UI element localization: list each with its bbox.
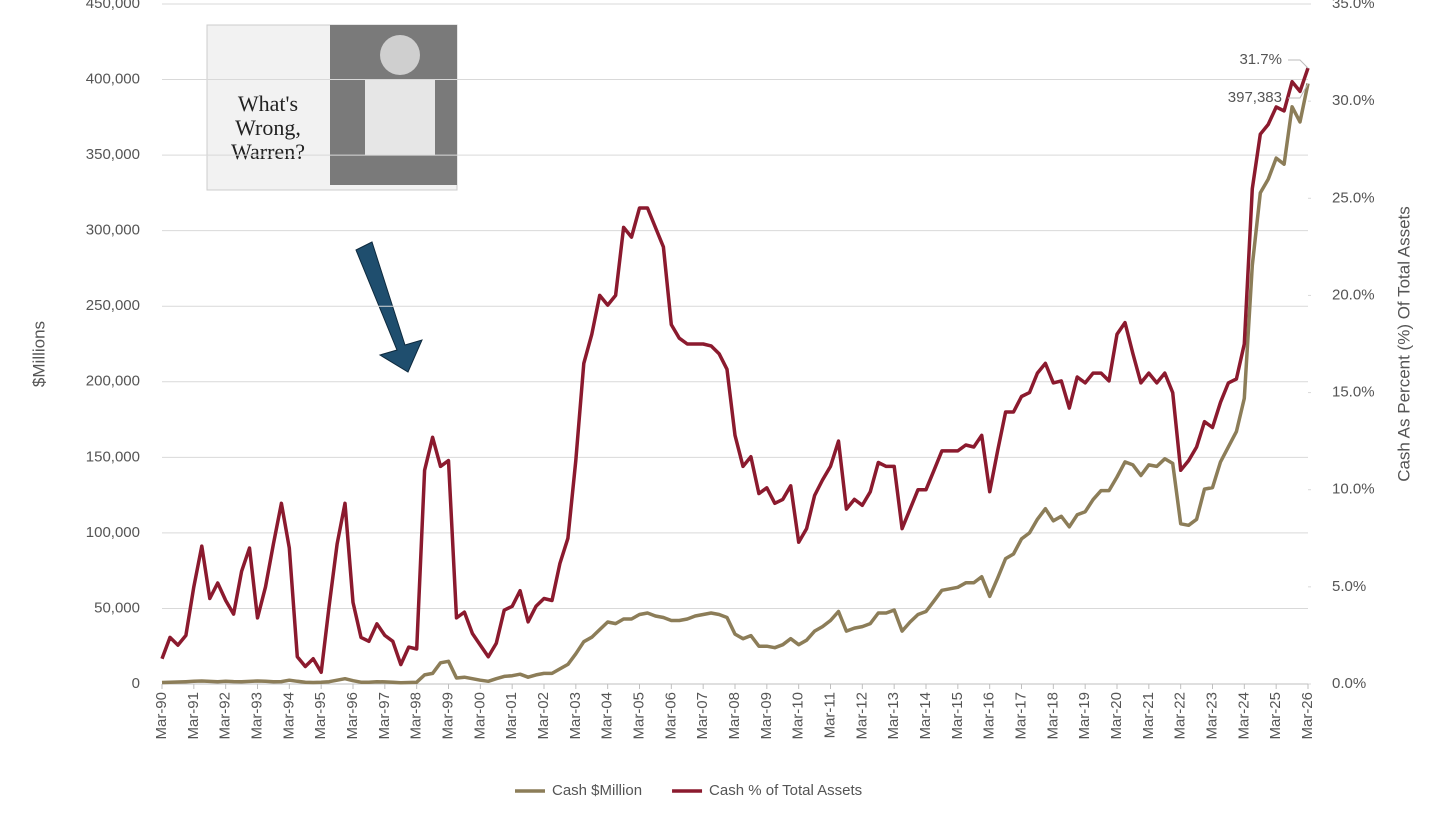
y-tick-label: 400,000 xyxy=(86,71,140,88)
x-tick-label: Mar-13 xyxy=(885,692,902,740)
x-tick-label: Mar-04 xyxy=(599,692,616,740)
y-tick-label: 100,000 xyxy=(86,524,140,541)
inset-face xyxy=(380,35,420,75)
x-tick-label: Mar-05 xyxy=(630,692,647,740)
x-tick-label: Mar-16 xyxy=(981,692,998,740)
y-tick-label: 150,000 xyxy=(86,448,140,465)
x-tick-label: Mar-23 xyxy=(1203,692,1220,740)
annotation-leader xyxy=(1288,83,1309,99)
y-axis-title: $Millions xyxy=(29,321,48,387)
inset-image: What's Wrong, Warren? xyxy=(206,24,458,191)
x-tick-label: Mar-01 xyxy=(503,692,520,740)
y-tick-label: 0 xyxy=(132,675,140,692)
y2-tick-label: 0.0% xyxy=(1332,675,1366,692)
annotation-leader xyxy=(1288,59,1309,69)
x-tick-label: Mar-15 xyxy=(949,692,966,740)
y-tick-label: 450,000 xyxy=(86,0,140,12)
x-tick-label: Mar-20 xyxy=(1108,692,1125,740)
x-tick-label: Mar-96 xyxy=(344,692,361,740)
y2-tick-label: 15.0% xyxy=(1332,384,1375,401)
x-tick-label: Mar-03 xyxy=(567,692,584,740)
inset-headline: What's Wrong, Warren? xyxy=(231,91,305,164)
x-tick-label: Mar-94 xyxy=(280,692,297,740)
y-tick-label: 50,000 xyxy=(94,599,140,616)
x-tick-label: Mar-12 xyxy=(853,692,870,740)
series-line xyxy=(161,83,1310,685)
y2-tick-label: 20.0% xyxy=(1332,286,1375,303)
x-tick-label: Mar-91 xyxy=(185,692,202,740)
x-tick-label: Mar-09 xyxy=(758,692,775,740)
x-tick-label: Mar-00 xyxy=(471,692,488,740)
y2-tick-label: 5.0% xyxy=(1332,578,1366,595)
x-tick-label: Mar-06 xyxy=(662,692,679,740)
legend-label: Cash % of Total Assets xyxy=(709,782,862,799)
y2-axis-title: Cash As Percent (%) Of Total Assets xyxy=(1394,206,1413,482)
y2-tick-label: 35.0% xyxy=(1332,0,1375,12)
y-tick-label: 300,000 xyxy=(86,222,140,239)
series-line xyxy=(160,67,1310,675)
y-tick-label: 200,000 xyxy=(86,373,140,390)
x-tick-label: Mar-93 xyxy=(248,692,265,740)
y-tick-label: 250,000 xyxy=(86,297,140,314)
x-tick-label: Mar-98 xyxy=(408,692,425,740)
inset-shirt xyxy=(365,80,435,155)
x-tick-label: Mar-26 xyxy=(1299,692,1316,740)
x-tick-label: Mar-14 xyxy=(917,692,934,740)
x-tick-label: Mar-18 xyxy=(1044,692,1061,740)
x-tick-label: Mar-24 xyxy=(1235,692,1252,740)
x-tick-label: Mar-92 xyxy=(217,692,234,740)
x-tick-label: Mar-17 xyxy=(1012,692,1029,740)
y-tick-label: 350,000 xyxy=(86,146,140,163)
x-tick-label: Mar-25 xyxy=(1267,692,1284,740)
x-tick-label: Mar-21 xyxy=(1140,692,1157,740)
x-tick-label: Mar-99 xyxy=(439,692,456,740)
x-tick-label: Mar-22 xyxy=(1172,692,1189,740)
annotation: 31.7% xyxy=(1239,51,1282,68)
y2-tick-label: 10.0% xyxy=(1332,481,1375,498)
x-tick-label: Mar-11 xyxy=(821,692,838,738)
arrow xyxy=(355,241,423,373)
y2-tick-label: 30.0% xyxy=(1332,92,1375,109)
x-tick-label: Mar-07 xyxy=(694,692,711,740)
x-tick-label: Mar-19 xyxy=(1076,692,1093,740)
y2-tick-label: 25.0% xyxy=(1332,189,1375,206)
x-tick-label: Mar-90 xyxy=(153,692,170,740)
x-tick-label: Mar-10 xyxy=(790,692,807,740)
annotation: 397,383 xyxy=(1228,89,1282,106)
x-tick-label: Mar-02 xyxy=(535,692,552,740)
x-tick-label: Mar-95 xyxy=(312,692,329,740)
x-tick-label: Mar-08 xyxy=(726,692,743,740)
legend-label: Cash $Million xyxy=(552,782,642,799)
x-tick-label: Mar-97 xyxy=(376,692,393,740)
